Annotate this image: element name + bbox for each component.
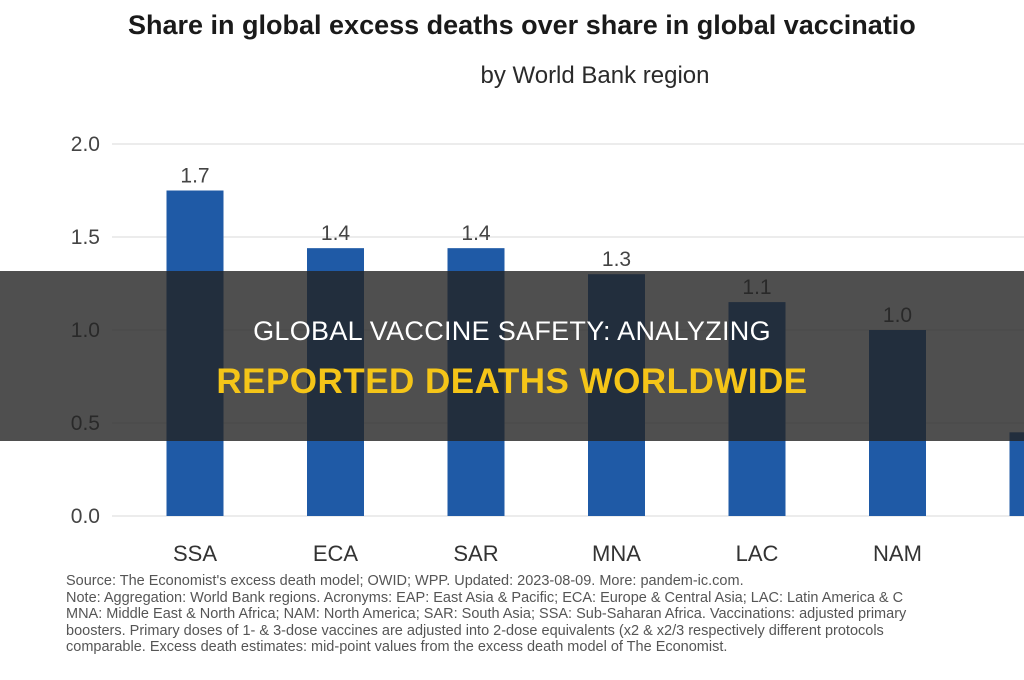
source-line-3: MNA: Middle East & North Africa; NAM: No… — [66, 606, 907, 623]
x-tick-label-sar: SAR — [453, 541, 498, 566]
y-tick-label: 2.0 — [71, 133, 100, 156]
x-tick-label-mna: MNA — [592, 541, 641, 566]
headline-overlay — [0, 271, 1024, 441]
chart-title: Share in global excess deaths over share… — [128, 10, 916, 40]
headline-line-1: GLOBAL VACCINE SAFETY: ANALYZING — [253, 316, 771, 346]
chart-subtitle: by World Bank region — [480, 62, 710, 89]
data-label-ssa: 1.7 — [180, 165, 209, 188]
y-tick-label: 1.5 — [71, 226, 100, 249]
source-line-1: Source: The Economist's excess death mod… — [66, 573, 744, 589]
source-note: Source: The Economist's excess death mod… — [66, 573, 1024, 656]
x-tick-label-ssa: SSA — [173, 541, 217, 566]
data-label-mna: 1.3 — [602, 248, 631, 271]
data-label-sar: 1.4 — [461, 222, 491, 245]
x-tick-label-lac: LAC — [736, 541, 779, 566]
x-tick-label-nam: NAM — [873, 541, 922, 566]
y-tick-label: 0.0 — [71, 505, 100, 528]
source-line-5: comparable. Excess death estimates: mid-… — [66, 639, 728, 656]
x-tick-label-eca: ECA — [313, 541, 359, 566]
headline-line-2: REPORTED DEATHS WORLDWIDE — [216, 362, 808, 401]
bar-e — [1009, 432, 1024, 516]
data-label-eca: 1.4 — [321, 222, 351, 245]
source-line-4: boosters. Primary doses of 1- & 3-dose v… — [66, 622, 884, 639]
source-line-2: Note: Aggregation: World Bank regions. A… — [66, 589, 904, 606]
